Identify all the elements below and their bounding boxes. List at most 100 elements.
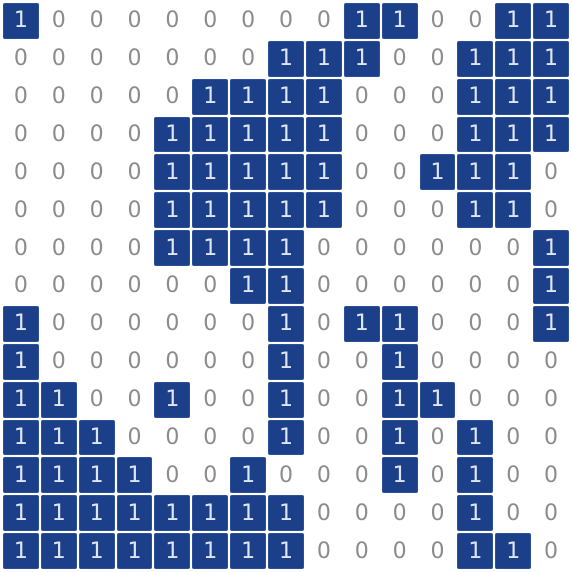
grid-cell-one: 1 — [116, 495, 153, 532]
grid-cell-one: 1 — [268, 154, 304, 191]
grid-cell-zero: 0 — [127, 8, 142, 34]
grid-cell-zero: 0 — [51, 311, 66, 337]
grid-cell-zero: 0 — [51, 349, 66, 375]
grid-cell-zero: 0 — [316, 387, 331, 413]
grid-cell-one: 1 — [3, 457, 39, 494]
grid-cell-zero: 0 — [127, 84, 142, 110]
grid-cell-zero: 0 — [51, 122, 66, 148]
grid-cell-one: 1 — [230, 268, 267, 304]
grid-cell-zero: 0 — [203, 387, 218, 413]
grid-cell-one: 1 — [268, 192, 304, 229]
grid-cell-zero: 0 — [89, 273, 104, 299]
grid-cell-zero: 0 — [203, 8, 218, 34]
grid-cell-one: 1 — [154, 381, 191, 418]
grid-cell-zero: 0 — [392, 197, 407, 223]
grid-cell-zero: 0 — [127, 349, 142, 375]
grid-cell-one: 1 — [3, 533, 39, 569]
grid-cell-zero: 0 — [51, 235, 66, 261]
grid-cell-one: 1 — [305, 154, 342, 191]
grid-cell-one: 1 — [495, 533, 532, 569]
grid-cell-zero: 0 — [241, 46, 256, 72]
grid-cell-one: 1 — [3, 419, 39, 456]
grid-cell-one: 1 — [154, 192, 191, 229]
grid-cell-zero: 0 — [165, 273, 180, 299]
grid-cell-one: 1 — [40, 495, 77, 532]
grid-cell-zero: 0 — [165, 462, 180, 488]
grid-cell-one: 1 — [268, 305, 304, 342]
grid-cell-zero: 0 — [127, 387, 142, 413]
grid-cell-one: 1 — [305, 192, 342, 229]
grid-cell-zero: 0 — [127, 122, 142, 148]
grid-cell-one: 1 — [116, 533, 153, 569]
grid-cell-zero: 0 — [89, 46, 104, 72]
grid-cell-zero: 0 — [468, 387, 483, 413]
grid-cell-zero: 0 — [544, 500, 559, 526]
grid-cell-zero: 0 — [430, 538, 445, 564]
grid-cell-one: 1 — [268, 268, 304, 304]
grid-cell-zero: 0 — [127, 197, 142, 223]
grid-cell-zero: 0 — [316, 235, 331, 261]
grid-cell-zero: 0 — [241, 8, 256, 34]
grid-cell-one: 1 — [457, 40, 494, 77]
grid-cell-one: 1 — [533, 3, 569, 39]
grid-cell-one: 1 — [230, 533, 267, 569]
grid-cell-one: 1 — [495, 116, 532, 153]
grid-cell-one: 1 — [343, 3, 380, 39]
grid-cell-zero: 0 — [430, 349, 445, 375]
grid-cell-zero: 0 — [392, 235, 407, 261]
grid-cell-one: 1 — [230, 457, 267, 494]
grid-cell-zero: 0 — [89, 197, 104, 223]
grid-cell-zero: 0 — [354, 84, 369, 110]
grid-cell-one: 1 — [230, 78, 267, 115]
grid-cell-zero: 0 — [354, 424, 369, 450]
grid-cell-zero: 0 — [89, 387, 104, 413]
grid-cell-zero: 0 — [316, 500, 331, 526]
grid-cell-one: 1 — [533, 40, 569, 77]
grid-cell-zero: 0 — [203, 462, 218, 488]
grid-cell-one: 1 — [305, 40, 342, 77]
grid-cell-one: 1 — [154, 495, 191, 532]
grid-cell-zero: 0 — [354, 462, 369, 488]
grid-cell-zero: 0 — [430, 235, 445, 261]
grid-cell-zero: 0 — [354, 538, 369, 564]
grid-cell-zero: 0 — [544, 538, 559, 564]
grid-cell-one: 1 — [457, 154, 494, 191]
grid-cell-zero: 0 — [241, 311, 256, 337]
grid-cell-zero: 0 — [354, 500, 369, 526]
grid-cell-one: 1 — [154, 230, 191, 267]
grid-cell-zero: 0 — [127, 273, 142, 299]
grid-cell-one: 1 — [381, 305, 418, 342]
grid-cell-zero: 0 — [506, 424, 521, 450]
grid-cell-one: 1 — [343, 40, 380, 77]
grid-cell-one: 1 — [154, 154, 191, 191]
grid-cell-zero: 0 — [203, 273, 218, 299]
grid-cell-zero: 0 — [127, 46, 142, 72]
grid-cell-one: 1 — [192, 192, 229, 229]
grid-cell-one: 1 — [3, 343, 39, 380]
grid-cell-one: 1 — [192, 495, 229, 532]
grid-cell-zero: 0 — [544, 462, 559, 488]
grid-cell-zero: 0 — [127, 311, 142, 337]
grid-cell-zero: 0 — [506, 273, 521, 299]
grid-cell-zero: 0 — [354, 349, 369, 375]
grid-cell-zero: 0 — [430, 46, 445, 72]
grid-cell-one: 1 — [230, 154, 267, 191]
grid-cell-one: 1 — [495, 3, 532, 39]
grid-cell-one: 1 — [343, 305, 380, 342]
grid-cell-zero: 0 — [203, 424, 218, 450]
grid-cell-zero: 0 — [13, 273, 28, 299]
grid-cell-one: 1 — [268, 230, 304, 267]
grid-cell-one: 1 — [268, 343, 304, 380]
grid-cell-zero: 0 — [316, 538, 331, 564]
grid-cell-one: 1 — [154, 116, 191, 153]
grid-cell-zero: 0 — [506, 387, 521, 413]
grid-cell-zero: 0 — [13, 235, 28, 261]
grid-cell-one: 1 — [3, 305, 39, 342]
grid-cell-zero: 0 — [127, 235, 142, 261]
grid-cell-one: 1 — [40, 457, 77, 494]
grid-cell-zero: 0 — [89, 159, 104, 185]
grid-cell-zero: 0 — [430, 84, 445, 110]
grid-cell-one: 1 — [3, 3, 39, 39]
grid-cell-zero: 0 — [51, 273, 66, 299]
grid-cell-zero: 0 — [51, 84, 66, 110]
